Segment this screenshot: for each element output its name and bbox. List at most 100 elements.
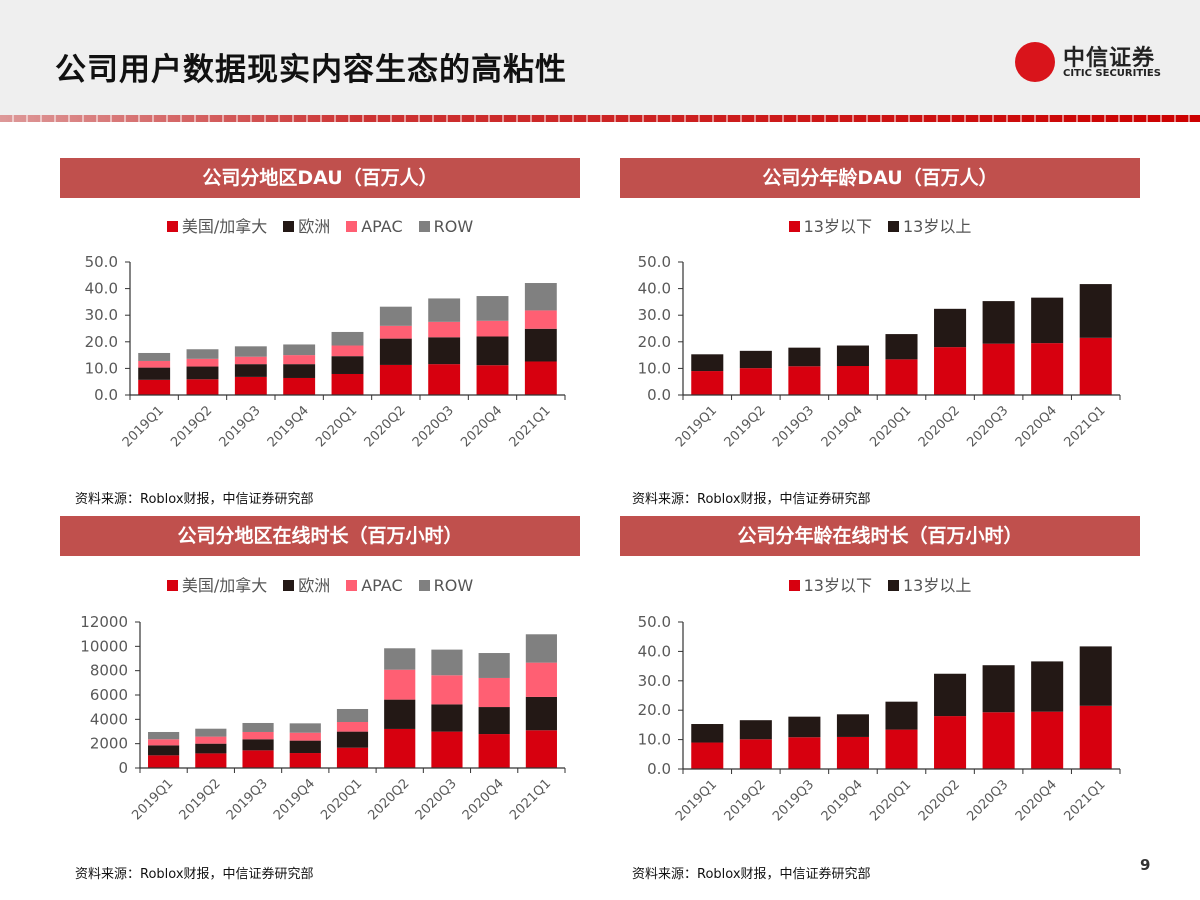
bar-segment: [138, 360, 171, 368]
x-tick-label: 2019Q2: [722, 403, 769, 450]
y-tick-label: 40.0: [638, 280, 671, 298]
legend-label: APAC: [361, 576, 403, 595]
bar-segment: [428, 364, 461, 395]
x-tick-label: 2019Q4: [271, 776, 318, 823]
legend-item: 欧洲: [283, 572, 330, 596]
bar-segment: [428, 321, 461, 338]
bar-segment: [691, 354, 724, 372]
y-tick-label: 8000: [90, 662, 128, 680]
citic-emblem-icon: [1015, 42, 1055, 82]
x-tick-label: 2019Q1: [673, 777, 720, 824]
bar-segment: [148, 739, 180, 746]
bar-segment: [739, 368, 772, 395]
chart-title-hours-age: 公司分年龄在线时长（百万小时）: [620, 516, 1140, 556]
bar-segment: [186, 366, 219, 380]
page-number: 9: [1140, 856, 1151, 874]
bar-segment: [476, 296, 509, 321]
bar-segment: [982, 343, 1015, 395]
chart-title-hours-region: 公司分地区在线时长（百万小时）: [60, 516, 580, 556]
bar-segment: [982, 665, 1015, 713]
legend-swatch: [166, 221, 178, 232]
chart-title-dau-region: 公司分地区DAU（百万人）: [60, 158, 580, 198]
bar-segment: [289, 740, 321, 754]
bar-segment: [234, 364, 267, 377]
bar-segment: [242, 750, 274, 768]
x-tick-label: 2020Q2: [362, 403, 409, 450]
legend-label: 13岁以上: [903, 576, 972, 595]
x-tick-label: 2021Q1: [1061, 777, 1108, 824]
x-tick-label: 2019Q1: [120, 403, 167, 450]
x-tick-label: 2021Q1: [507, 403, 554, 450]
legend-hours-age: 13岁以下 13岁以上: [620, 572, 1140, 596]
bar-segment: [885, 359, 918, 395]
bar-segment: [524, 328, 557, 362]
chart-title-dau-age: 公司分年龄DAU（百万人）: [620, 158, 1140, 198]
bar-segment: [1031, 297, 1064, 344]
bar-segment: [242, 731, 274, 740]
x-tick-label: 2019Q3: [217, 403, 264, 450]
y-tick-label: 20.0: [638, 333, 671, 351]
bar-segment: [525, 634, 557, 663]
bar-segment: [982, 712, 1015, 769]
bar-segment: [525, 696, 557, 731]
y-tick-label: 10.0: [638, 731, 671, 749]
bar-segment: [788, 737, 821, 769]
bar-segment: [836, 714, 869, 737]
bar-segment: [148, 755, 180, 768]
bar-segment: [336, 722, 369, 732]
bar-segment: [982, 301, 1015, 344]
source-note: 资料来源：Roblox财报，中信证券研究部: [632, 492, 871, 507]
bar-segment: [384, 728, 416, 768]
source-note: 资料来源：Roblox财报，中信证券研究部: [632, 867, 871, 882]
legend-swatch: [346, 221, 358, 232]
y-tick-label: 10.0: [85, 359, 118, 377]
bar-segment: [379, 325, 412, 339]
legend-item: 13岁以下: [788, 572, 872, 596]
bar-segment: [289, 732, 321, 741]
bar-segment: [431, 649, 463, 676]
bar-segment: [331, 331, 364, 346]
bar-segment: [524, 361, 557, 395]
legend-label: 13岁以下: [803, 576, 872, 595]
bar-segment: [242, 739, 274, 751]
x-tick-label: 2020Q2: [916, 777, 963, 824]
legend-label: ROW: [433, 576, 474, 595]
bar-segment: [739, 350, 772, 369]
bar-segment: [331, 373, 364, 395]
x-tick-label: 2019Q3: [224, 776, 271, 823]
bar-segment: [788, 366, 821, 395]
bar-segment: [138, 352, 171, 361]
legend-swatch: [283, 580, 295, 591]
bar-segment: [478, 707, 510, 735]
bar-segment: [138, 367, 171, 380]
legend-swatch: [346, 580, 358, 591]
x-tick-label: 2020Q2: [365, 776, 412, 823]
bar-segment: [739, 739, 772, 769]
chart-hours-age: 2019Q1 2019Q2 2019Q3 2019Q4 2020Q1 2020Q2 2020…: [638, 613, 1121, 824]
x-tick-label: 2020Q4: [458, 403, 505, 450]
bar-segment: [478, 677, 510, 708]
legend-item: 13岁以上: [888, 213, 971, 237]
bar-segment: [1031, 711, 1064, 769]
x-tick-label: 2019Q3: [770, 777, 817, 824]
y-tick-label: 10.0: [638, 359, 671, 377]
legend-label: 13岁以下: [803, 217, 872, 236]
y-tick-label: 50.0: [85, 253, 118, 271]
legend-swatch: [283, 221, 295, 232]
x-tick-label: 2019Q4: [819, 403, 866, 450]
bar-segment: [283, 377, 316, 395]
legend-label: 欧洲: [298, 576, 331, 595]
bar-segment: [379, 364, 412, 395]
legend-item: 13岁以上: [888, 572, 971, 596]
x-tick-label: 2020Q1: [867, 777, 914, 824]
y-tick-label: 30.0: [638, 306, 671, 324]
y-tick-label: 30.0: [638, 672, 671, 690]
legend-dau-region: 美国/加拿大 欧洲 APAC ROW: [60, 213, 580, 237]
header-band: [0, 0, 1200, 115]
source-note: 资料来源：Roblox财报，中信证券研究部: [75, 867, 314, 882]
x-tick-label: 2019Q3: [770, 403, 817, 450]
bar-segment: [478, 653, 510, 678]
bar-segment: [331, 345, 364, 357]
bar-segment: [525, 662, 557, 697]
bar-segment: [289, 753, 321, 768]
